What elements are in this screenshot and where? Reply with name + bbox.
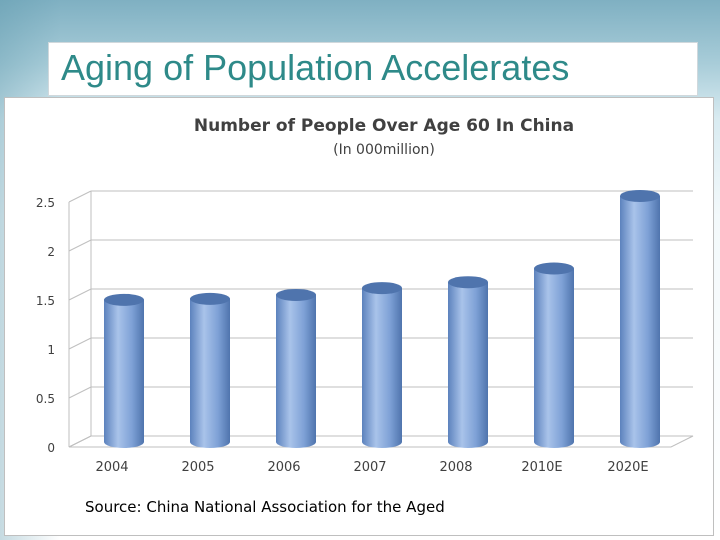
- x-tick-label: 2004: [95, 460, 128, 475]
- bar: [362, 288, 402, 448]
- chart-subtitle: (In 000million): [333, 142, 435, 158]
- bar-top: [362, 282, 402, 295]
- x-tick-label: 2008: [439, 460, 472, 475]
- bar: [620, 195, 660, 448]
- bar: [534, 268, 574, 448]
- bar: [448, 282, 488, 448]
- x-tick-label: 2005: [181, 460, 214, 475]
- x-tick-label: 2006: [267, 460, 300, 475]
- chart-frame: Number of People Over Age 60 In China (In…: [4, 97, 714, 536]
- bar: [276, 294, 316, 448]
- y-tick-label: 0: [47, 441, 55, 455]
- gridline-depth: [68, 239, 92, 252]
- source-note: Source: China National Association for t…: [85, 498, 445, 516]
- bar-top: [190, 292, 230, 305]
- chart-canvas: Number of People Over Age 60 In China (In…: [36, 116, 694, 475]
- x-tick-label: 2020E: [607, 460, 648, 475]
- bar-top: [620, 189, 660, 202]
- bar: [104, 299, 144, 448]
- bar-top: [104, 293, 144, 306]
- bar: [190, 298, 230, 448]
- y-tick-label: 1.5: [36, 294, 55, 308]
- x-tick-label: 2010E: [521, 460, 562, 475]
- gridline-depth: [68, 190, 92, 203]
- bar-top: [276, 288, 316, 301]
- chart-title: Number of People Over Age 60 In China: [194, 116, 574, 136]
- y-tick-label: 2: [47, 245, 55, 259]
- bar-top: [448, 276, 488, 289]
- bar-top: [534, 262, 574, 275]
- gridline-depth: [68, 288, 92, 301]
- slide-title: Aging of Population Accelerates: [61, 47, 570, 88]
- x-tick-label: 2007: [353, 460, 386, 475]
- gridline-depth: [68, 386, 92, 399]
- gridline-depth: [68, 337, 92, 350]
- slide-title-box: Aging of Population Accelerates: [48, 42, 698, 96]
- y-tick-label: 1: [47, 343, 55, 357]
- y-tick-label: 0.5: [36, 392, 55, 406]
- y-tick-label: 2.5: [36, 196, 55, 210]
